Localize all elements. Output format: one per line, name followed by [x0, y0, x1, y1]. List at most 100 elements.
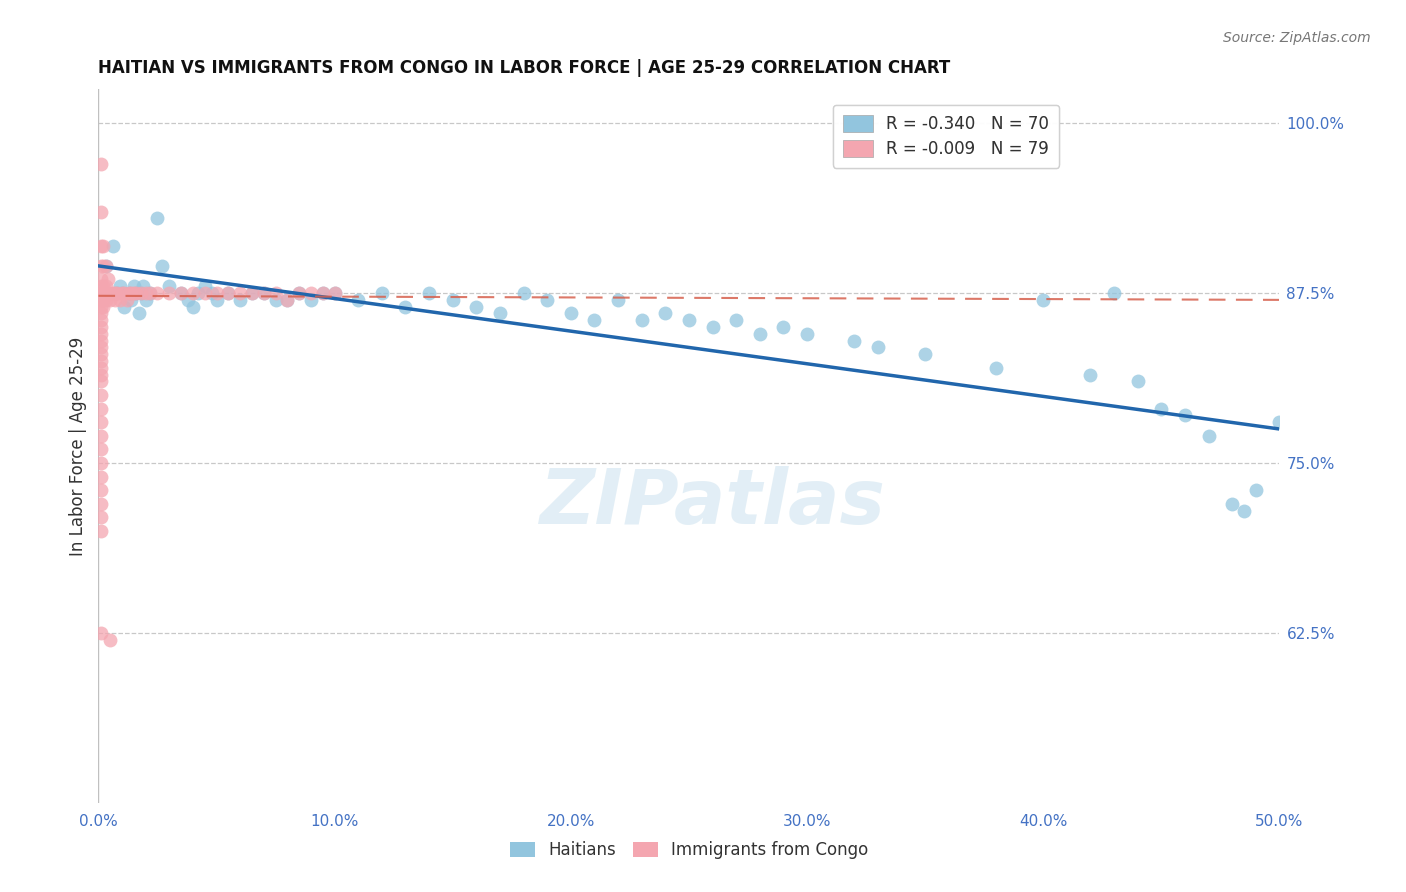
- Point: [90, 204, 112, 219]
- Point: [98, 286, 121, 301]
- Point: [1244, 483, 1267, 498]
- Point: [90, 442, 112, 457]
- Point: [1268, 415, 1291, 429]
- Point: [90, 429, 112, 443]
- Point: [217, 286, 239, 301]
- Point: [229, 286, 252, 301]
- Point: [90, 286, 112, 301]
- Point: [560, 306, 582, 320]
- Point: [465, 300, 488, 314]
- Point: [90, 238, 112, 252]
- Point: [94, 259, 117, 273]
- Point: [90, 341, 112, 355]
- Point: [90, 320, 112, 334]
- Point: [112, 300, 135, 314]
- Point: [748, 326, 770, 341]
- Point: [129, 286, 152, 301]
- Point: [90, 259, 112, 273]
- Point: [112, 286, 135, 301]
- Point: [536, 293, 558, 307]
- Point: [90, 279, 112, 293]
- Point: [94, 286, 117, 301]
- Point: [111, 286, 134, 301]
- Point: [91, 300, 114, 314]
- Point: [157, 279, 180, 293]
- Point: [489, 306, 512, 320]
- Text: Source: ZipAtlas.com: Source: ZipAtlas.com: [1223, 31, 1371, 45]
- Point: [98, 293, 121, 307]
- Text: ZIPatlas: ZIPatlas: [540, 467, 886, 540]
- Point: [94, 293, 117, 307]
- Point: [181, 286, 204, 301]
- Point: [1150, 401, 1173, 416]
- Point: [205, 293, 228, 307]
- Point: [121, 286, 143, 301]
- Point: [371, 286, 394, 301]
- Point: [1032, 293, 1054, 307]
- Point: [312, 286, 335, 301]
- Point: [90, 368, 112, 382]
- Point: [194, 286, 217, 301]
- Point: [90, 401, 112, 416]
- Point: [441, 293, 464, 307]
- Point: [129, 286, 152, 301]
- Point: [1102, 286, 1125, 301]
- Point: [253, 286, 276, 301]
- Point: [90, 300, 112, 314]
- Point: [139, 286, 162, 301]
- Point: [240, 286, 263, 301]
- Point: [135, 286, 157, 301]
- Point: [725, 313, 748, 327]
- Point: [187, 286, 209, 301]
- Point: [90, 334, 112, 348]
- Point: [139, 286, 162, 301]
- Point: [418, 286, 440, 301]
- Point: [90, 497, 112, 511]
- Point: [1174, 409, 1197, 423]
- Y-axis label: In Labor Force | Age 25-29: In Labor Force | Age 25-29: [69, 336, 87, 556]
- Point: [194, 279, 217, 293]
- Point: [844, 334, 866, 348]
- Point: [772, 320, 794, 334]
- Point: [157, 286, 180, 301]
- Point: [97, 272, 120, 286]
- Point: [91, 279, 114, 293]
- Point: [347, 293, 370, 307]
- Point: [90, 326, 112, 341]
- Point: [125, 286, 148, 301]
- Point: [146, 211, 169, 226]
- Point: [105, 286, 128, 301]
- Point: [1220, 497, 1243, 511]
- Point: [394, 300, 416, 314]
- Point: [607, 293, 630, 307]
- Point: [121, 293, 143, 307]
- Point: [90, 388, 112, 402]
- Point: [630, 313, 652, 327]
- Point: [91, 259, 114, 273]
- Point: [90, 306, 112, 320]
- Point: [90, 626, 112, 640]
- Point: [288, 286, 311, 301]
- Point: [205, 286, 228, 301]
- Point: [150, 259, 173, 273]
- Point: [115, 293, 138, 307]
- Point: [105, 286, 128, 301]
- Point: [1233, 503, 1256, 517]
- Point: [125, 286, 148, 301]
- Point: [90, 469, 112, 483]
- Point: [132, 279, 155, 293]
- Point: [91, 238, 114, 252]
- Point: [91, 286, 114, 301]
- Point: [984, 360, 1007, 375]
- Point: [299, 286, 322, 301]
- Point: [135, 293, 157, 307]
- Point: [323, 286, 346, 301]
- Point: [90, 293, 112, 307]
- Point: [98, 632, 121, 647]
- Point: [101, 286, 124, 301]
- Point: [94, 259, 117, 273]
- Point: [90, 375, 112, 389]
- Point: [323, 286, 346, 301]
- Point: [118, 286, 141, 301]
- Point: [90, 456, 112, 470]
